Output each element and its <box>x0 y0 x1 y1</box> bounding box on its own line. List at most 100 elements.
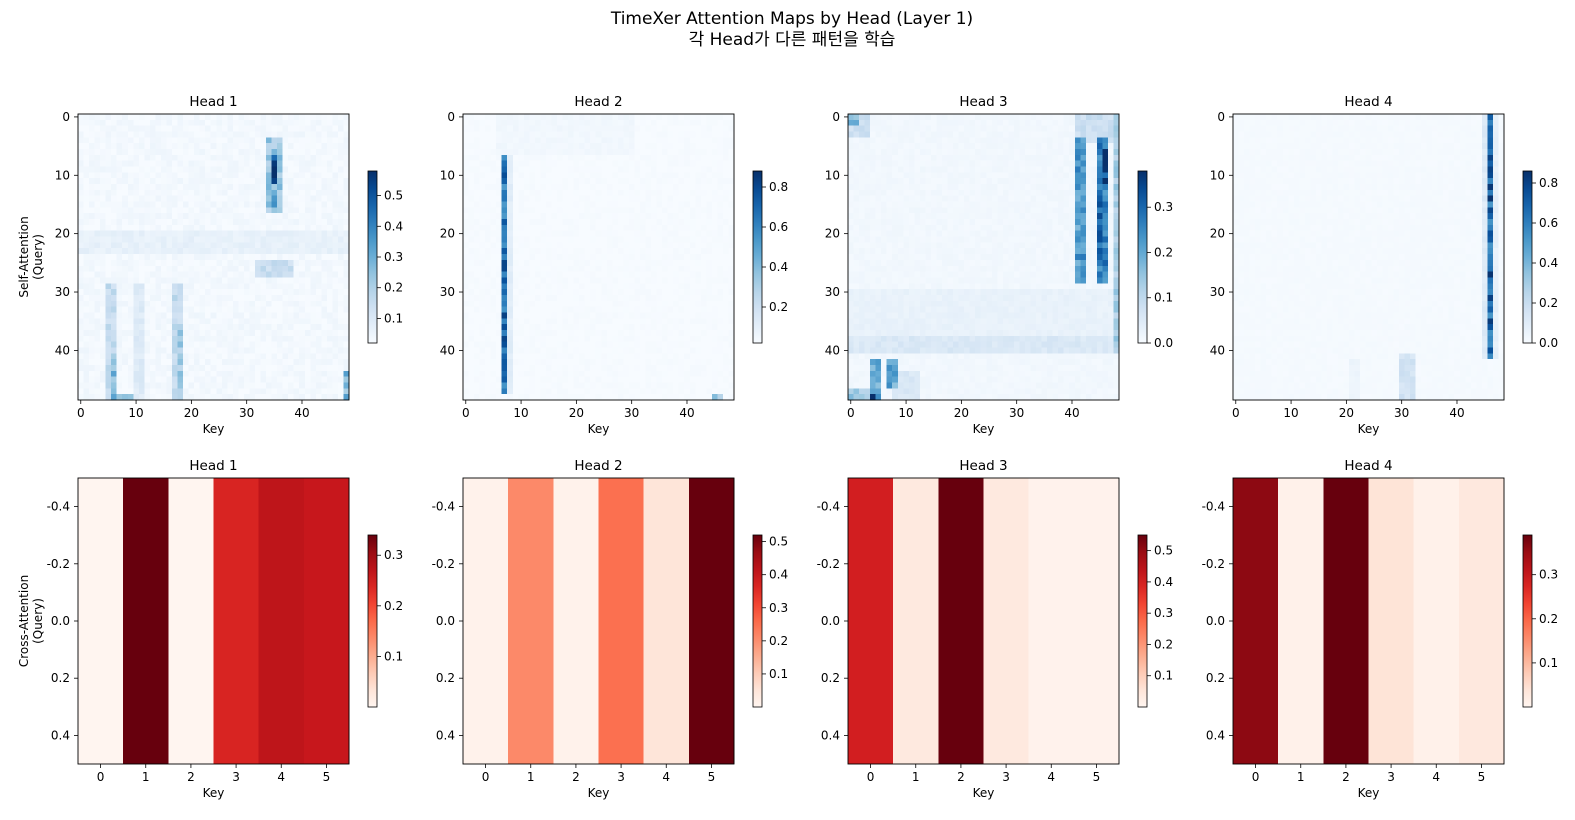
heatmap-cell <box>557 376 563 383</box>
heatmap-cell <box>545 125 552 132</box>
heatmap-cell <box>490 265 497 272</box>
heatmap-cell <box>160 184 167 191</box>
heatmap-cell <box>221 353 228 360</box>
heatmap-cell <box>595 376 602 383</box>
heatmap-cell <box>166 248 173 255</box>
heatmap-cell <box>623 248 630 255</box>
heatmap-cell <box>573 324 580 331</box>
heatmap-cell <box>160 376 167 383</box>
y-tick-label: 40 <box>55 343 70 357</box>
heatmap-cell <box>651 189 657 197</box>
heatmap-cell <box>557 248 563 255</box>
panel-title: Head 2 <box>574 94 622 110</box>
heatmap-cell <box>667 149 674 156</box>
heatmap-cell <box>83 359 90 366</box>
heatmap-cell <box>722 341 729 348</box>
heatmap-cell <box>617 224 624 232</box>
heatmap-cell <box>315 207 322 214</box>
heatmap-cell <box>332 166 339 173</box>
heatmap-cell <box>700 137 707 144</box>
heatmap-cell <box>617 335 624 343</box>
heatmap-cell <box>590 382 597 389</box>
heatmap-cell <box>111 341 118 348</box>
heatmap-cell <box>684 370 691 378</box>
heatmap-cell <box>717 213 724 220</box>
heatmap-cell <box>122 119 129 127</box>
heatmap-cell <box>711 341 718 348</box>
heatmap-cell <box>689 312 696 319</box>
heatmap-cell <box>254 347 261 354</box>
heatmap-cell <box>111 219 118 226</box>
heatmap-cell <box>254 329 261 337</box>
heatmap-cell <box>507 131 514 138</box>
heatmap-cell <box>183 271 190 278</box>
heatmap-cell <box>89 312 95 319</box>
heatmap-cell <box>271 230 278 237</box>
heatmap-cell <box>89 341 95 348</box>
heatmap-cell <box>100 364 107 372</box>
heatmap-cell <box>529 370 536 378</box>
heatmap-cell <box>260 254 267 261</box>
heatmap-cell <box>337 207 344 214</box>
heatmap-cell <box>83 143 90 150</box>
heatmap-cell <box>601 230 608 237</box>
heatmap-cell <box>199 137 206 144</box>
heatmap-cell <box>656 294 663 302</box>
heatmap-cell <box>89 195 95 202</box>
heatmap-cell <box>695 166 702 173</box>
heatmap-cell <box>601 224 608 232</box>
heatmap-cell <box>232 230 239 237</box>
heatmap-cell <box>551 359 558 366</box>
heatmap-cell <box>122 131 129 138</box>
heatmap-cell <box>673 160 680 167</box>
heatmap-cell <box>216 335 223 343</box>
heatmap-cell <box>474 259 480 267</box>
heatmap-cell <box>194 189 201 197</box>
heatmap-cell <box>601 160 608 167</box>
heatmap-cell <box>562 143 569 150</box>
heatmap-cell <box>518 388 525 395</box>
heatmap-cell <box>94 230 101 237</box>
heatmap-cell <box>160 306 167 313</box>
heatmap-cell <box>337 283 344 290</box>
heatmap-cell <box>695 265 702 272</box>
heatmap-cell <box>512 195 519 202</box>
heatmap-cell <box>205 143 212 150</box>
heatmap-cell <box>310 259 317 267</box>
heatmap-cell <box>122 207 129 214</box>
heatmap-cell <box>199 324 206 331</box>
heatmap-cell <box>238 324 245 331</box>
heatmap-cell <box>160 359 167 366</box>
heatmap-cell <box>617 189 624 197</box>
heatmap-cell <box>639 394 646 401</box>
heatmap-cell <box>326 213 333 220</box>
heatmap-cell <box>584 271 591 278</box>
heatmap-cell <box>166 131 173 138</box>
heatmap-cell <box>529 294 536 302</box>
heatmap-cell <box>689 382 696 389</box>
heatmap-cell <box>656 195 663 202</box>
heatmap-cell <box>595 207 602 214</box>
heatmap-cell <box>908 119 915 127</box>
heatmap-cell <box>116 300 123 308</box>
heatmap-cell <box>343 119 350 127</box>
heatmap-cell <box>249 300 256 308</box>
heatmap-cell <box>100 394 107 401</box>
heatmap-cell <box>507 195 514 202</box>
heatmap-cell <box>474 335 480 343</box>
heatmap-cell <box>606 219 613 226</box>
heatmap-cell <box>584 224 591 232</box>
heatmap-cell <box>94 277 101 284</box>
heatmap-cell <box>468 294 475 302</box>
heatmap-cell <box>551 125 558 132</box>
heatmap-cell <box>227 178 234 185</box>
heatmap-cell <box>299 149 306 156</box>
heatmap-cell <box>551 347 558 354</box>
heatmap-cell <box>188 178 195 185</box>
heatmap-cell <box>127 178 134 185</box>
heatmap-cell <box>639 195 646 202</box>
heatmap-cell <box>94 166 101 173</box>
heatmap-cell <box>662 306 669 313</box>
heatmap-cell <box>512 394 519 401</box>
heatmap-cell <box>689 189 696 197</box>
